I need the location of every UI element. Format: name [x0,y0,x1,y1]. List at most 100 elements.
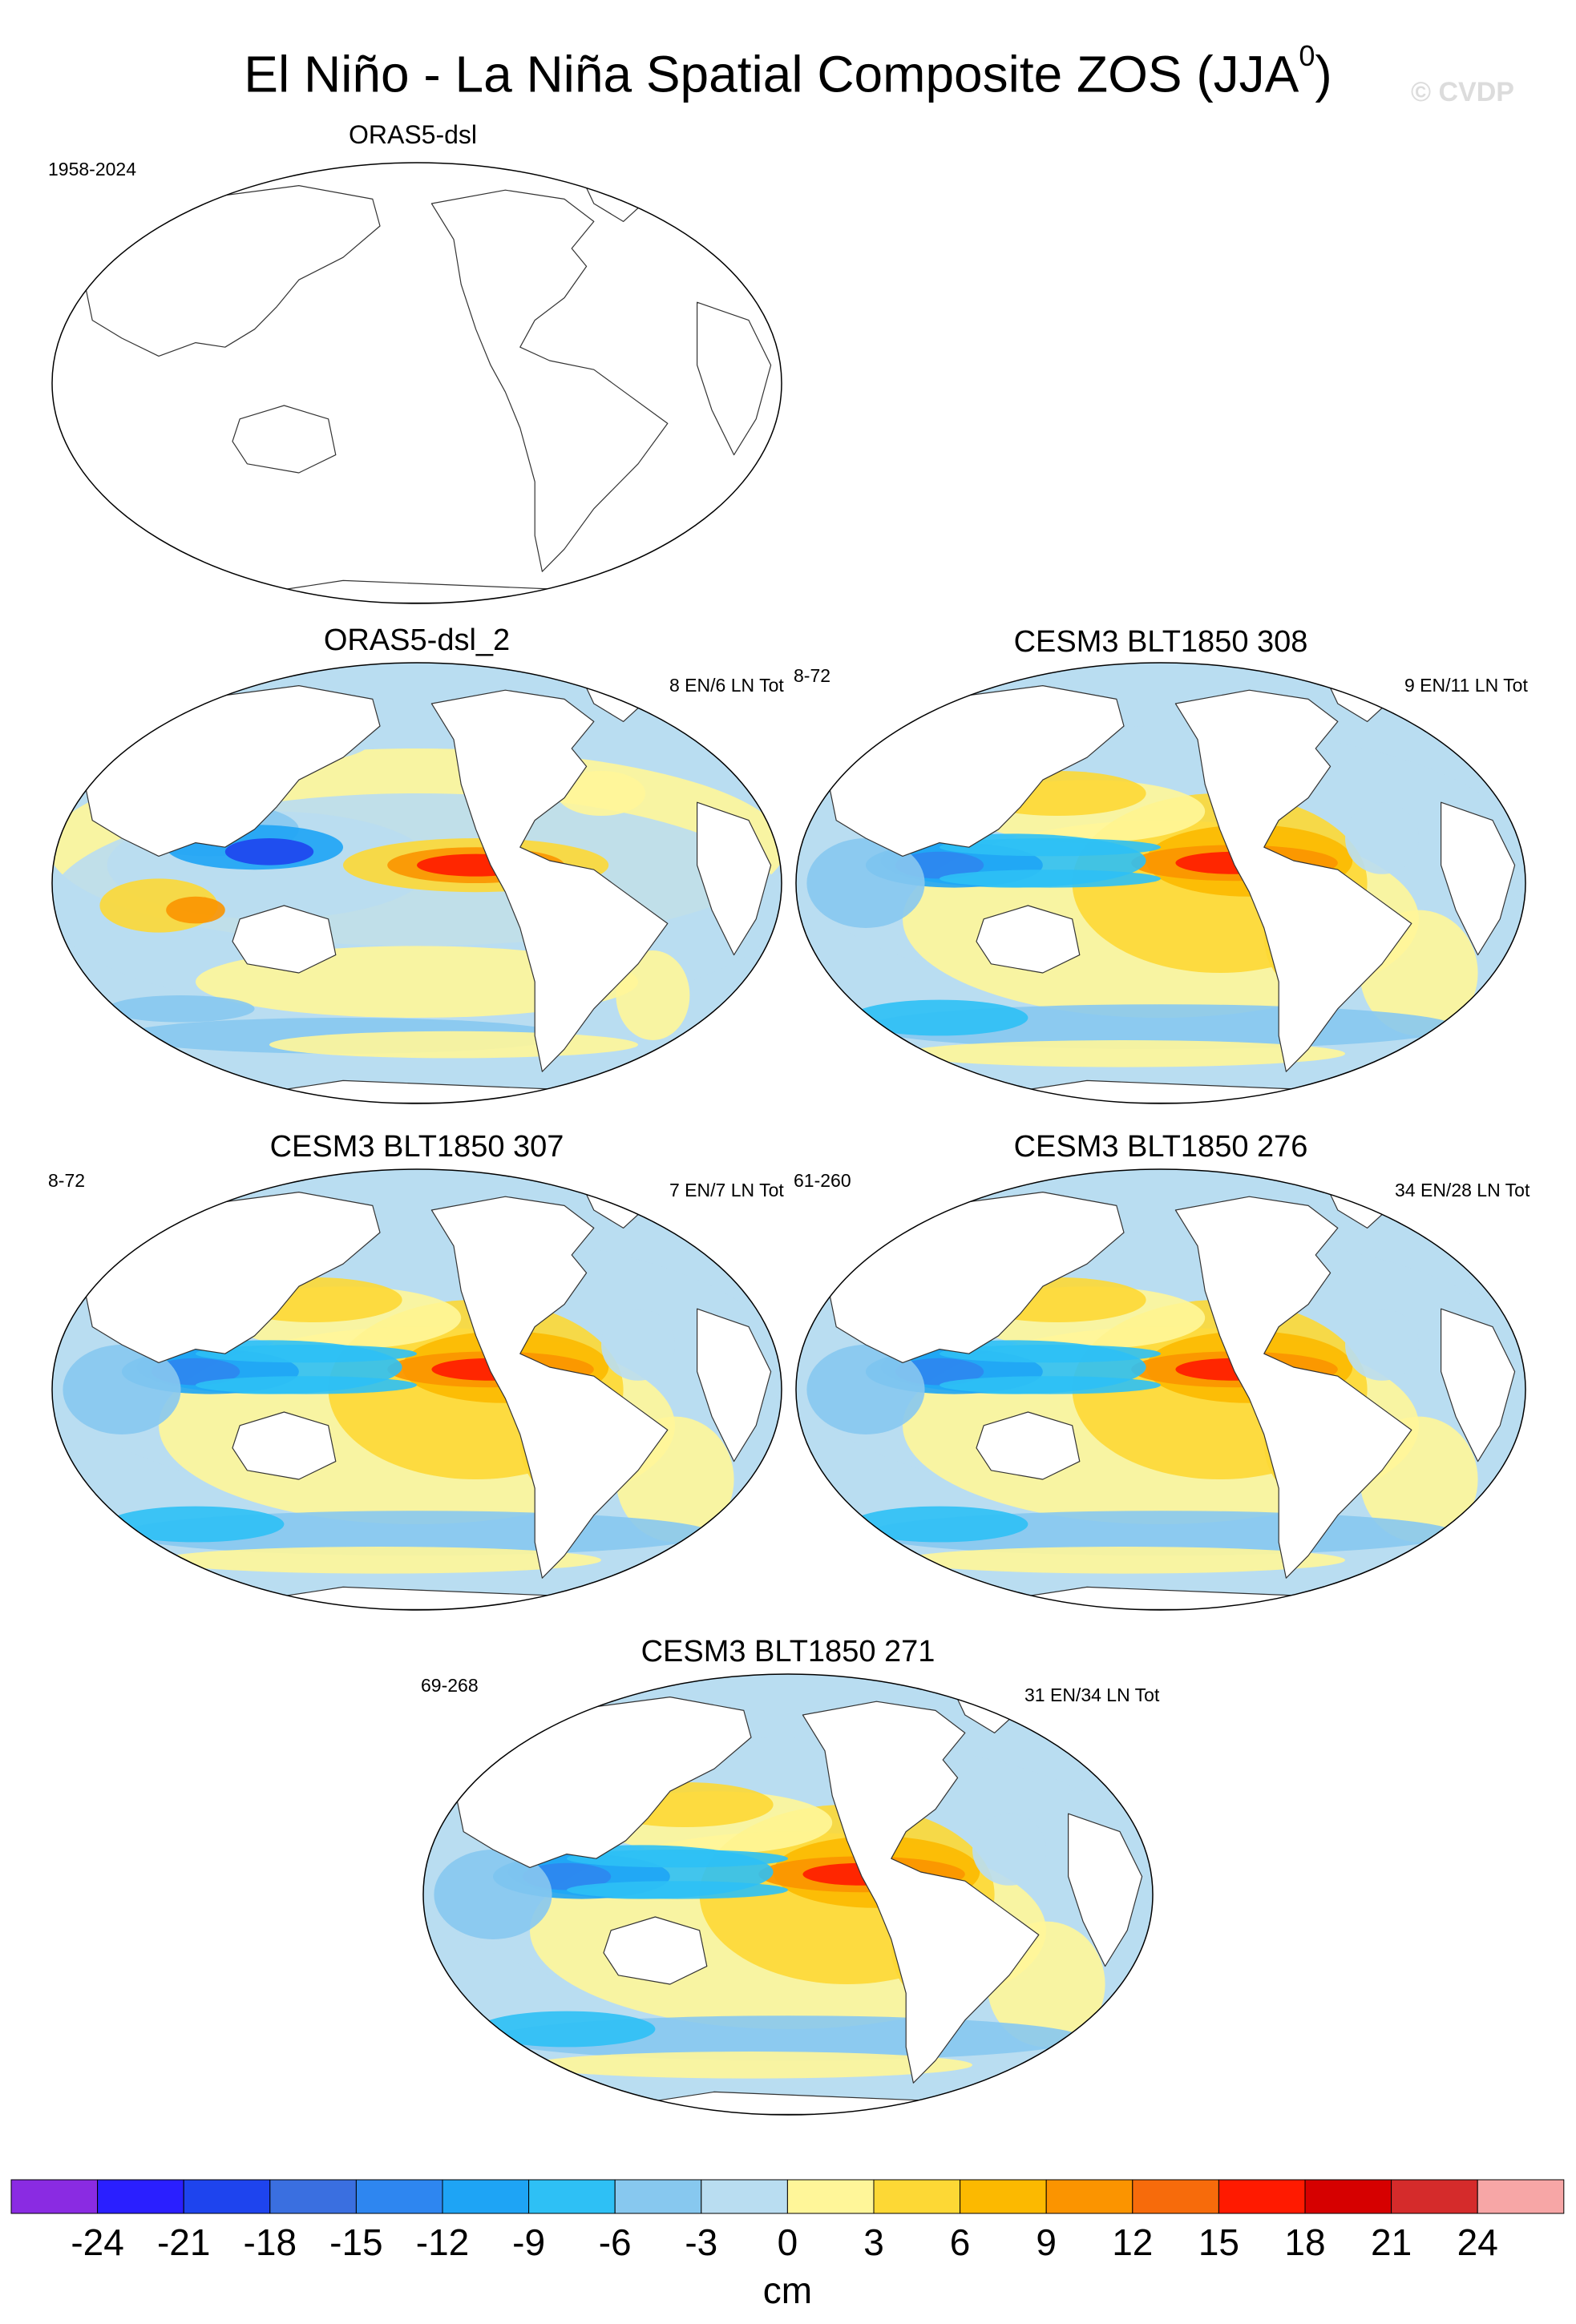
colorbar-tick-label: -15 [329,2221,382,2263]
panel-4-anomaly-blob [601,1309,675,1381]
panel-2-australia-outline [232,905,337,974]
colorbar-tick-label: -12 [416,2221,469,2263]
panel-2-anomaly-blob [166,896,225,924]
panel-6-map [422,1673,1154,2116]
colorbar-swatch [1304,2179,1392,2214]
colorbar-swatch [442,2179,530,2214]
panel-6-anomaly-blob [478,2011,656,2048]
panel-5-map [795,1168,1526,1611]
panel-1-map [51,162,782,604]
colorbar-tick-label: 12 [1112,2221,1153,2263]
panel-6-period: 69-268 [421,1675,479,1696]
colorbar-tick-label: -6 [599,2221,632,2263]
panel-1-australia-outline [232,405,337,474]
panel-3-eurasia-outline [828,684,1125,857]
figure-title-close: ) [1315,45,1332,103]
panel-6-anomaly-blob [567,1850,788,1868]
panel-3-map-border [795,662,1526,1104]
panel-5-anomaly-blob [851,1506,1028,1543]
panel-2-africa-outline [696,801,772,956]
panel-3-anomaly-blob [851,999,1028,1036]
panel-5-anomaly-blob [903,1547,1345,1574]
panel-2-anomaly-blob [556,771,646,816]
panel-2-americas-outline [430,689,669,1072]
panel-5-anomaly-blob [1345,1309,1419,1381]
panel-3-anomaly-blob [806,838,925,928]
panel-3-africa-outline [1440,801,1516,956]
colorbar-units: cm [763,2270,812,2311]
panel-4-map-border [51,1168,782,1611]
panel-1-map-border [51,162,782,604]
panel-3-counts: 9 EN/11 LN Tot [1404,675,1528,696]
panel-4-anomaly-blob [196,1376,417,1394]
panel-5-anomaly-blob [806,1345,925,1434]
panel-2-map-border [51,662,782,1104]
panel-4-anomaly-blob [63,1345,181,1434]
panel-5-australia-outline [976,1411,1081,1480]
panel-1-greenland-outline [578,167,654,223]
panel-5-title: CESM3 BLT1850 276 [1013,1130,1308,1164]
colorbar-swatch [1391,2179,1478,2214]
colorbar-swatch [97,2179,184,2214]
panel-6-counts: 31 EN/34 LN Tot [1024,1684,1160,1705]
colorbar-tick-label: 21 [1371,2221,1412,2263]
panel-3-anomaly-blob [940,869,1161,888]
panel-4-anomaly-blob [196,1345,417,1363]
panel-3-title: CESM3 BLT1850 308 [1013,625,1308,659]
panel-4-period: 8-72 [48,1170,86,1191]
panel-3-period: 8-72 [794,665,831,686]
panel-1-africa-outline [696,301,772,456]
panel-2-title: ORAS5-dsl_2 [323,623,511,657]
panel-5-anomaly-blob [940,1376,1161,1394]
colorbar-tick-label: -18 [244,2221,297,2263]
panel-2-anomaly-blob [107,995,255,1023]
figure-title-text: El Niño - La Niña Spatial Composite ZOS … [244,45,1299,103]
panel-3-australia-outline [976,905,1081,974]
colorbar-swatch [1477,2179,1565,2214]
colorbar-swatch [355,2179,443,2214]
colorbar-swatch [183,2179,271,2214]
panel-4-americas-outline [430,1196,669,1579]
colorbar-swatch [873,2179,961,2214]
panel-5-americas-outline [1174,1196,1412,1579]
colorbar-swatch [10,2179,99,2214]
colorbar-swatch [1218,2179,1306,2214]
colorbar-tick-label: 9 [1036,2221,1057,2263]
panel-2-anomaly-blob [224,838,314,865]
panel-1-title: ORAS5-dsl [348,120,478,149]
panel-4-map [51,1168,782,1611]
panel-6-anomaly-blob [972,1814,1046,1886]
colorbar-swatch [269,2179,357,2214]
colorbar-tick-label: 24 [1457,2221,1498,2263]
panel-4-eurasia-outline [84,1191,381,1363]
colorbar-swatch [701,2179,788,2214]
figure-title-superscript: 0 [1299,39,1315,72]
colorbar-tick-label: 18 [1284,2221,1325,2263]
panel-2-counts: 8 EN/6 LN Tot [669,675,784,696]
colorbar-tick-label: -21 [157,2221,210,2263]
panel-4-anomaly-blob [107,1506,285,1543]
panel-3-anomaly-blob [940,838,1161,857]
panel-6-anomaly-blob [567,1881,788,1899]
panel-3-map [795,662,1526,1104]
panel-4-anomaly-blob [159,1547,601,1574]
colorbar-tick-label: 15 [1198,2221,1239,2263]
panel-3-anomaly-blob [1345,802,1419,874]
colorbar-tick-label: 3 [863,2221,884,2263]
panel-4-counts: 7 EN/7 LN Tot [669,1180,784,1200]
panel-4-title: CESM3 BLT1850 307 [269,1130,564,1164]
panel-6-australia-outline [603,1916,708,1985]
colorbar-swatch [528,2179,616,2214]
panel-6-title: CESM3 BLT1850 271 [641,1635,935,1668]
panel-3-anomaly-blob [903,1040,1345,1067]
panel-5-counts: 34 EN/28 LN Tot [1395,1180,1530,1200]
colorbar-swatch [614,2179,702,2214]
panel-5-eurasia-outline [828,1191,1125,1363]
panel-5-africa-outline [1440,1308,1516,1463]
panel-6-americas-outline [802,1701,1040,2084]
panel-2-anomaly-blob [269,1031,638,1059]
panel-1-eurasia-outline [84,184,381,357]
panel-5-period: 61-260 [794,1170,851,1191]
panel-6-anomaly-blob [434,1850,552,1939]
colorbar-tick-label: 6 [950,2221,971,2263]
